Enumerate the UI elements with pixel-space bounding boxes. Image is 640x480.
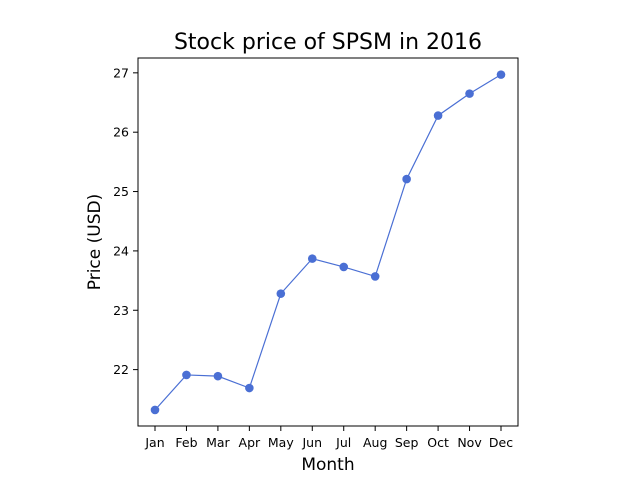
- x-tick-label: Sep: [395, 435, 419, 450]
- x-tick-label: Nov: [457, 435, 482, 450]
- data-point-apr: [245, 383, 254, 393]
- y-tick-label: 27: [113, 65, 129, 80]
- y-tick-label: 23: [113, 303, 129, 318]
- chart-title: Stock price of SPSM in 2016: [174, 30, 482, 55]
- x-tick-label: Jan: [144, 435, 164, 450]
- data-point-sep: [402, 174, 411, 184]
- price-line: [154, 74, 502, 411]
- x-tick-label: Feb: [175, 435, 197, 450]
- y-tick-label: 26: [113, 125, 129, 140]
- y-axis-label: Price (USD): [85, 194, 105, 290]
- series-line: [150, 70, 506, 415]
- data-point-oct: [433, 111, 443, 120]
- x-tick-label: Aug: [363, 435, 387, 450]
- y-tick-label: 24: [113, 243, 129, 258]
- data-point-jul: [339, 262, 349, 272]
- x-tick-label: Jun: [302, 435, 323, 450]
- plot-area: [137, 57, 519, 427]
- data-point-jan: [150, 405, 160, 415]
- x-tick-label: Dec: [489, 435, 513, 450]
- data-point-dec: [496, 70, 506, 79]
- y-axis: 22 23 24 25 26 27: [113, 65, 138, 377]
- x-axis-label: Month: [301, 455, 354, 475]
- data-point-jun: [307, 254, 317, 263]
- x-axis: Jan Feb Mar Apr May Jun Jul Aug Sep Oct Nov Dec: [144, 426, 513, 450]
- data-point-may: [276, 289, 286, 298]
- y-tick-label: 25: [113, 184, 129, 199]
- data-point-aug: [370, 272, 380, 281]
- x-tick-label: Apr: [239, 435, 261, 450]
- x-tick-label: Oct: [427, 435, 449, 450]
- data-point-mar: [213, 371, 223, 381]
- y-tick-label: 22: [113, 362, 129, 377]
- x-tick-label: Jul: [335, 435, 351, 450]
- data-point-nov: [465, 89, 474, 98]
- x-tick-label: Mar: [206, 435, 230, 450]
- x-tick-label: May: [268, 435, 294, 450]
- data-point-feb: [182, 370, 191, 380]
